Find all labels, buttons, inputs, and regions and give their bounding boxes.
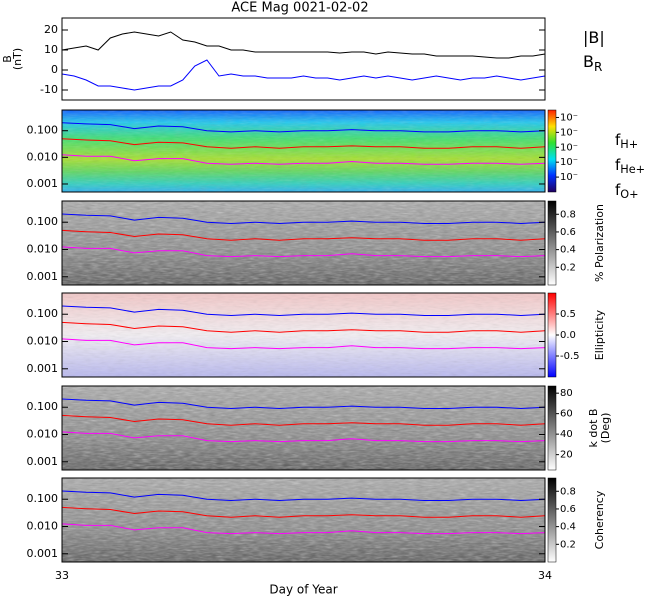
colorbar-tick-label: 0.8: [560, 486, 576, 497]
plot-frame: [61, 109, 546, 193]
data-line: [61, 59, 546, 91]
colorbar-tick-label: 0.4: [560, 245, 576, 256]
colorbar-tick-label: 0.2: [560, 262, 576, 273]
plot-frame: [61, 292, 546, 378]
gyrofrequency-line: [61, 138, 546, 149]
y-tick-label: 0.001: [27, 270, 59, 283]
plot-frame: [61, 200, 546, 286]
data-line: [61, 31, 546, 59]
gyrofrequency-line: [61, 305, 546, 317]
y-tick-label: 0.001: [27, 547, 59, 560]
legend-subscript: R: [594, 60, 602, 74]
legend-entry: fO+: [615, 181, 639, 202]
colorbar-tick-label: 10⁻: [560, 172, 578, 183]
y-tick-label: 0.010: [27, 335, 59, 348]
spectrogram-texture: [62, 386, 545, 470]
x-axis-title: Day of Year: [269, 583, 337, 597]
colorbar: [547, 385, 557, 471]
legend-entry: BR: [583, 52, 602, 74]
colorbar: [547, 200, 557, 286]
plot-frame: [61, 17, 546, 101]
y-tick-label: 0.100: [27, 400, 59, 413]
gyrofrequency-line: [61, 213, 546, 225]
legend-entry: fHe+: [615, 156, 645, 177]
y-tick-label: 0.010: [27, 428, 59, 441]
gyrofrequency-line: [61, 398, 546, 410]
spectrogram-texture: [62, 478, 545, 562]
y-tick-label: 0.001: [27, 455, 59, 468]
legend-subscript: He+: [620, 163, 645, 176]
colorbar-tick-label: 10⁻: [560, 112, 578, 123]
colorbar-title: k dot B: [587, 409, 600, 448]
plot-frame: [61, 385, 546, 471]
colorbar-tick-label: 60: [560, 409, 573, 420]
colorbar-tick-label: 40: [560, 429, 573, 440]
legend-name: f: [615, 131, 621, 149]
y-tick-label: 0.010: [27, 243, 59, 256]
plot-frame: [61, 477, 546, 563]
gyrofrequency-line: [61, 431, 546, 443]
y-tick-label: 0.100: [27, 215, 59, 228]
legend-entry: fH+: [615, 131, 638, 152]
spectrogram-texture: [62, 293, 545, 377]
colorbar-title: (Deg): [599, 413, 612, 444]
legend-name: f: [615, 181, 621, 199]
colorbar: [547, 292, 557, 378]
gyrofrequency-line: [61, 321, 546, 333]
gyrofrequency-line: [61, 338, 546, 350]
legend-entry: |B|: [583, 28, 605, 47]
colorbar-tick-label: 0.0: [560, 330, 576, 341]
y-tick-label: 0: [51, 63, 58, 76]
colorbar-tick-label: 0.6: [560, 227, 576, 238]
spectrogram-texture: [62, 110, 545, 192]
colorbar-tick-label: 0.4: [560, 522, 576, 533]
y-axis-title: B: [1, 55, 14, 63]
y-tick-label: 20: [44, 23, 58, 36]
y-tick-label: 10: [44, 43, 58, 56]
colorbar-title: Ellipticity: [593, 309, 606, 360]
colorbar-tick-label: 0.6: [560, 504, 576, 515]
y-tick-label: -10: [40, 83, 58, 96]
colorbar: [547, 109, 557, 193]
y-tick-label: 0.100: [27, 492, 59, 505]
spectrogram-texture: [62, 201, 545, 285]
colorbar-tick-label: 10⁻: [560, 142, 578, 153]
legend-name: |B|: [583, 28, 605, 47]
legend-subscript: O+: [620, 188, 638, 201]
colorbar: [547, 477, 557, 563]
y-tick-label: 0.010: [27, 520, 59, 533]
legend-subscript: H+: [620, 138, 638, 151]
colorbar-tick-label: -0.5: [560, 351, 580, 362]
colorbar-title: Coherency: [593, 490, 606, 549]
legend-name: B: [583, 52, 594, 71]
figure-title: ACE Mag 0021-02-02: [231, 1, 368, 16]
gyrofrequency-line: [61, 246, 546, 258]
colorbar-title: % Polarization: [593, 204, 606, 282]
gyrofrequency-line: [61, 414, 546, 426]
gyrofrequency-line: [61, 506, 546, 518]
colorbar-tick-label: 10⁻: [560, 157, 578, 168]
colorbar-tick-label: 20: [560, 450, 573, 461]
y-tick-label: 0.010: [27, 150, 59, 163]
colorbar-tick-label: 0.2: [560, 539, 576, 550]
gyrofrequency-line: [61, 523, 546, 535]
x-tick-label: 33: [55, 569, 69, 582]
y-axis-title: (nT): [11, 48, 24, 70]
y-tick-label: 0.001: [27, 177, 59, 190]
y-tick-label: 0.001: [27, 362, 59, 375]
colorbar-tick-label: 0.5: [560, 309, 576, 320]
gyrofrequency-line: [61, 229, 546, 241]
y-tick-label: 0.100: [27, 124, 59, 137]
colorbar-tick-label: 10⁻: [560, 127, 578, 138]
gyrofrequency-line: [61, 490, 546, 502]
colorbar-tick-label: 0.8: [560, 209, 576, 220]
colorbar-tick-label: 80: [560, 388, 573, 399]
legend-name: f: [615, 156, 621, 174]
y-tick-label: 0.100: [27, 307, 59, 320]
gyrofrequency-line: [61, 154, 546, 165]
x-tick-label: 34: [538, 569, 552, 582]
gyrofrequency-line: [61, 122, 546, 133]
